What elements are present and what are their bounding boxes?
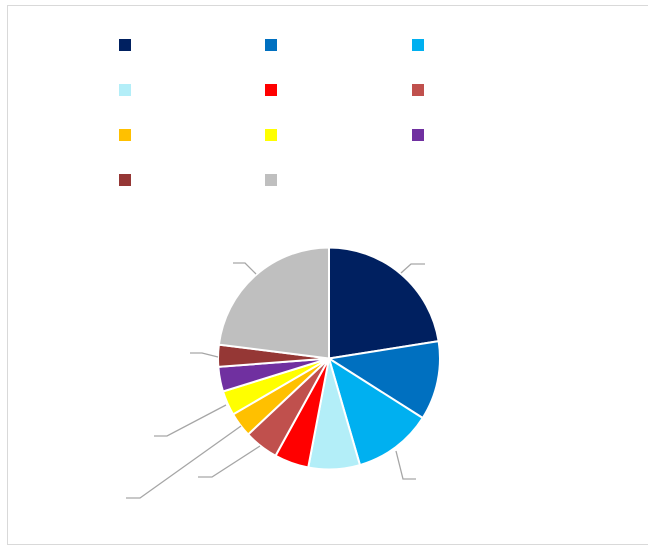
legend-swatch xyxy=(265,129,277,141)
pie-slices xyxy=(217,246,441,471)
pie-slice-11 xyxy=(217,246,330,360)
leader-line xyxy=(154,404,227,437)
legend-item-1 xyxy=(119,39,137,51)
leader-line xyxy=(190,352,219,358)
leader-line xyxy=(400,263,425,274)
legend-item-5 xyxy=(265,84,283,96)
leader-line xyxy=(395,450,416,480)
legend-item-2 xyxy=(265,39,283,51)
legend-item-4 xyxy=(119,84,137,96)
legend-swatch xyxy=(412,39,424,51)
leader-line xyxy=(198,445,261,478)
pie-chart xyxy=(126,246,441,499)
legend-item-11 xyxy=(265,174,283,186)
legend-swatch xyxy=(265,174,277,186)
leader-line xyxy=(126,425,242,499)
legend-swatch xyxy=(412,129,424,141)
leader-lines xyxy=(126,262,425,499)
legend-swatch xyxy=(119,84,131,96)
legend-swatch xyxy=(119,129,131,141)
legend-swatch xyxy=(265,84,277,96)
legend-item-3 xyxy=(412,39,430,51)
pie-slice-2 xyxy=(326,339,441,420)
pie-slice-1 xyxy=(328,246,440,360)
legend-swatch xyxy=(412,84,424,96)
legend-item-10 xyxy=(119,174,137,186)
leader-line xyxy=(233,262,257,275)
legend-item-7 xyxy=(119,129,137,141)
legend-swatch xyxy=(119,39,131,51)
legend-swatch xyxy=(265,39,277,51)
legend-item-6 xyxy=(412,84,430,96)
legend-item-9 xyxy=(412,129,430,141)
legend-swatch xyxy=(119,174,131,186)
legend-item-8 xyxy=(265,129,283,141)
legend xyxy=(0,0,648,200)
